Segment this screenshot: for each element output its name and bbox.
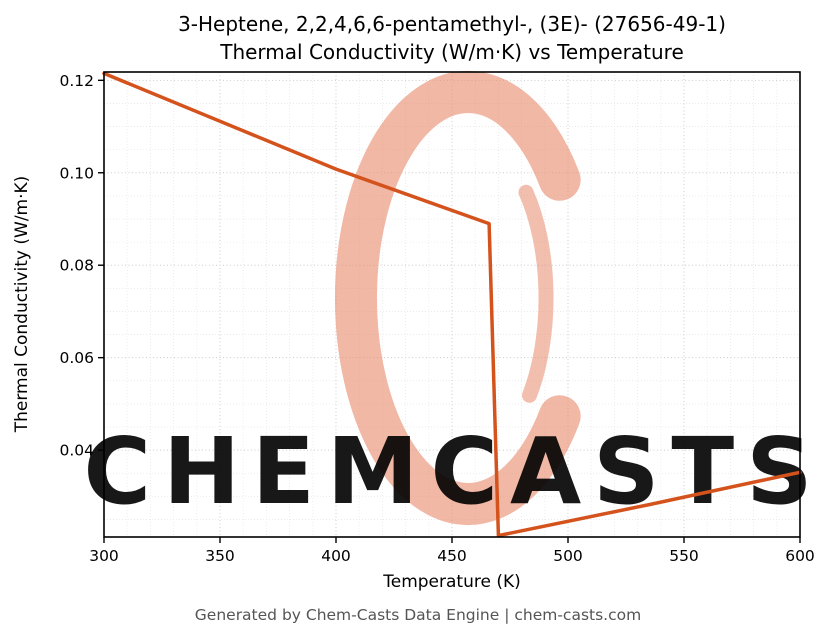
footer-credit: Generated by Chem-Casts Data Engine | ch… bbox=[194, 606, 642, 624]
y-tick-label: 0.06 bbox=[59, 349, 94, 367]
x-tick-label: 600 bbox=[785, 547, 815, 565]
x-tick-label: 550 bbox=[669, 547, 699, 565]
chart-title-line2: Thermal Conductivity (W/m·K) vs Temperat… bbox=[220, 40, 684, 64]
x-tick-label: 450 bbox=[437, 547, 467, 565]
x-axis-label: Temperature (K) bbox=[383, 572, 521, 592]
y-tick-label: 0.04 bbox=[59, 442, 94, 460]
y-axis-label: Thermal Conductivity (W/m·K) bbox=[12, 175, 32, 433]
x-tick-label: 300 bbox=[89, 547, 119, 565]
x-tick-label: 500 bbox=[553, 547, 583, 565]
watermark-logo-tail bbox=[518, 184, 554, 403]
watermark-text: CHEMCASTS bbox=[84, 418, 825, 525]
chart-title-line1: 3-Heptene, 2,2,4,6,6-pentamethyl-, (3E)-… bbox=[178, 12, 726, 36]
series-line-thermal_conductivity bbox=[102, 71, 802, 538]
chart-title: 3-Heptene, 2,2,4,6,6-pentamethyl-, (3E)-… bbox=[104, 10, 800, 66]
y-tick-label: 0.12 bbox=[59, 72, 94, 90]
watermark-logo-ring bbox=[334, 71, 581, 525]
y-tick-label: 0.08 bbox=[59, 257, 94, 275]
watermark: CHEMCASTS bbox=[84, 71, 825, 525]
x-tick-label: 400 bbox=[321, 547, 351, 565]
x-tick-label: 350 bbox=[205, 547, 235, 565]
y-tick-label: 0.10 bbox=[59, 164, 94, 182]
